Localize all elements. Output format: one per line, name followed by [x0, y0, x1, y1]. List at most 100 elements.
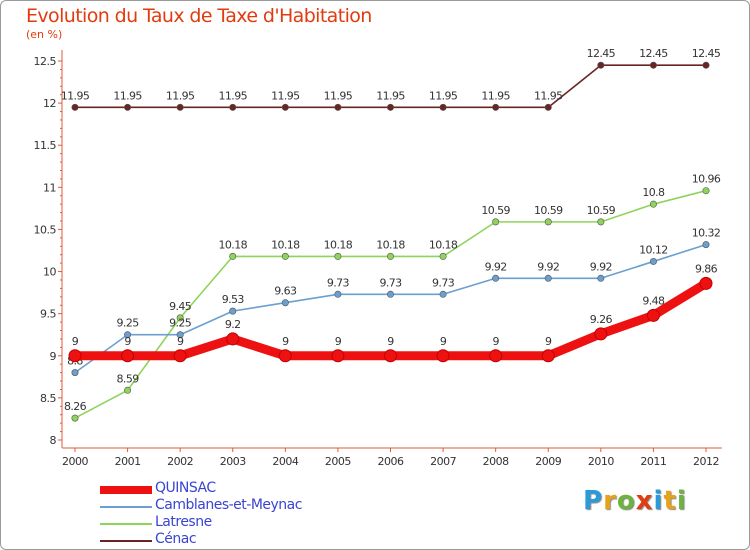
data-label-camblanes-et-meynac: 9.92 [485, 260, 507, 273]
data-label-latresne: 10.59 [534, 204, 563, 217]
data-point-camblanes-et-meynac [334, 290, 342, 298]
data-label-quinsac: 9.2 [225, 318, 241, 331]
logo-letter: i [653, 486, 664, 516]
data-label-latresne: 10.18 [271, 238, 300, 251]
data-point-camblanes-et-meynac [71, 369, 79, 377]
data-point-cenac [702, 61, 710, 69]
data-label-quinsac: 9 [440, 335, 447, 348]
data-label-camblanes-et-meynac: 9.73 [327, 276, 350, 289]
data-point-cenac [124, 103, 132, 111]
data-label-cenac: 11.95 [113, 89, 142, 102]
data-label-cenac: 12.45 [692, 47, 721, 60]
proxiti-logo: Proxiti [583, 486, 687, 516]
data-label-latresne: 8.26 [64, 400, 87, 413]
logo-letter: i [676, 486, 687, 516]
data-label-cenac: 11.95 [376, 89, 405, 102]
data-label-quinsac: 9.86 [695, 262, 718, 275]
data-point-quinsac [121, 349, 135, 363]
data-label-latresne: 10.59 [481, 204, 510, 217]
data-label-camblanes-et-meynac: 10.12 [639, 243, 668, 256]
data-label-cenac: 11.95 [166, 89, 195, 102]
data-label-camblanes-et-meynac: 9.92 [590, 260, 612, 273]
data-point-latresne [649, 200, 657, 208]
data-label-latresne: 9.45 [169, 300, 192, 313]
x-tick-label: 2004 [272, 455, 298, 468]
data-point-quinsac [278, 349, 292, 363]
data-label-quinsac: 9.48 [642, 294, 665, 307]
data-label-latresne: 10.96 [692, 173, 721, 186]
y-tick-label: 8 [50, 434, 57, 447]
data-point-latresne [492, 218, 500, 226]
data-point-latresne [334, 252, 342, 260]
x-tick-label: 2008 [483, 455, 509, 468]
data-label-camblanes-et-meynac: 9.63 [274, 285, 297, 298]
x-tick-label: 2010 [588, 455, 614, 468]
data-label-latresne: 10.18 [429, 238, 458, 251]
data-point-latresne [281, 252, 289, 260]
data-label-cenac: 12.45 [639, 47, 668, 60]
x-tick-label: 2000 [62, 455, 88, 468]
data-label-quinsac: 9 [335, 335, 342, 348]
data-point-quinsac [699, 276, 713, 290]
x-tick-label: 2002 [167, 455, 193, 468]
data-point-camblanes-et-meynac [386, 290, 394, 298]
x-tick-label: 2003 [220, 455, 246, 468]
data-point-cenac [544, 103, 552, 111]
data-label-cenac: 11.95 [534, 89, 563, 102]
data-point-cenac [281, 103, 289, 111]
legend-label-camblanes: Camblanes-et-Meynac [155, 497, 302, 513]
data-point-camblanes-et-meynac [124, 331, 132, 339]
data-point-latresne [544, 218, 552, 226]
legend-swatch-quinsac [100, 486, 152, 494]
data-label-latresne: 10.8 [642, 186, 665, 199]
data-point-latresne [124, 386, 132, 394]
data-label-camblanes-et-meynac: 9.73 [432, 276, 455, 289]
data-label-quinsac: 9 [124, 335, 131, 348]
y-tick-label: 8.5 [40, 392, 56, 405]
data-point-camblanes-et-meynac [439, 290, 447, 298]
data-point-camblanes-et-meynac [492, 274, 500, 282]
data-label-latresne: 8.59 [117, 372, 140, 385]
legend-swatch-camblanes [100, 506, 152, 508]
data-point-camblanes-et-meynac [176, 331, 184, 339]
legend-item-camblanes: Camblanes-et-Meynac [100, 497, 360, 515]
data-point-quinsac [489, 349, 503, 363]
y-tick-label: 12.5 [34, 55, 57, 68]
data-point-camblanes-et-meynac [229, 307, 237, 315]
logo-letter: o [616, 486, 636, 516]
x-tick-label: 2006 [378, 455, 404, 468]
data-point-latresne [229, 252, 237, 260]
legend-label-cenac: Cénac [155, 531, 197, 547]
chart-title: Evolution du Taux de Taxe d'Habitation [26, 5, 372, 27]
data-label-quinsac: 9 [72, 335, 79, 348]
data-point-cenac [492, 103, 500, 111]
data-point-quinsac [541, 349, 555, 363]
data-label-cenac: 11.95 [219, 89, 248, 102]
y-tick-label: 9 [50, 350, 57, 363]
x-tick-label: 2005 [325, 455, 351, 468]
data-point-cenac [649, 61, 657, 69]
data-label-cenac: 12.45 [587, 47, 616, 60]
data-label-latresne: 10.18 [219, 238, 248, 251]
data-point-cenac [71, 103, 79, 111]
data-point-latresne [386, 252, 394, 260]
data-point-quinsac [646, 308, 660, 322]
data-point-latresne [702, 187, 710, 195]
x-tick-label: 2011 [640, 455, 666, 468]
y-tick-label: 11.5 [34, 139, 57, 152]
data-label-camblanes-et-meynac: 9.25 [117, 317, 140, 330]
data-label-latresne: 10.59 [587, 204, 616, 217]
data-point-latresne [176, 314, 184, 322]
y-tick-label: 10.5 [34, 223, 57, 236]
data-point-quinsac [436, 349, 450, 363]
data-label-camblanes-et-meynac: 9.25 [169, 317, 192, 330]
legend-swatch-latresne [100, 523, 152, 525]
y-tick-label: 12 [43, 97, 56, 110]
y-tick-label: 10 [43, 266, 56, 279]
x-tick-label: 2012 [693, 455, 719, 468]
logo-letter: t [663, 486, 677, 516]
data-label-quinsac: 9 [177, 335, 184, 348]
y-unit-label: (en %) [26, 28, 63, 41]
x-tick-label: 2001 [115, 455, 141, 468]
